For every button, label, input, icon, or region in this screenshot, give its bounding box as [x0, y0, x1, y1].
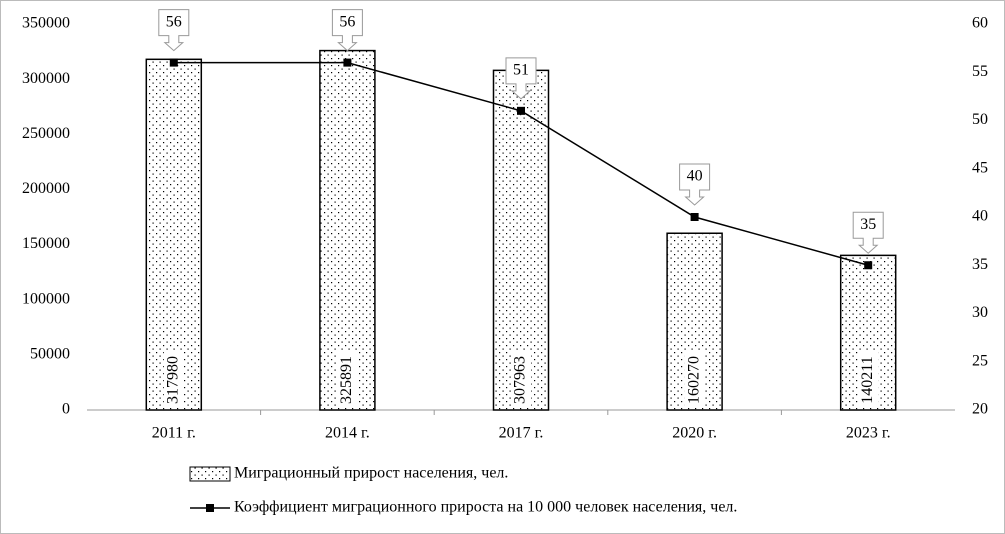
value-label-bg	[511, 352, 531, 408]
value-label: 140211	[859, 356, 876, 403]
value-label-bg	[858, 352, 879, 408]
value-label-bg	[163, 352, 184, 408]
x-tick-label: 2017 г.	[499, 425, 544, 442]
y-tick-label: 0	[62, 401, 70, 418]
marker	[690, 213, 699, 221]
y2-tick-label: 55	[972, 63, 988, 80]
callout	[158, 9, 190, 52]
marker	[343, 58, 352, 67]
y-tick-label: 150000	[22, 235, 70, 252]
legend-marker	[206, 504, 214, 512]
data-label: 51	[513, 62, 529, 79]
y2-tick-label: 60	[972, 15, 988, 32]
y2-tick-label: 45	[972, 159, 988, 176]
y2-tick-label: 30	[972, 304, 988, 321]
y-tick-label: 100000	[22, 290, 70, 307]
y2-tick-label: 25	[972, 352, 988, 369]
value-label: 160270	[685, 356, 702, 404]
legend-swatch	[189, 466, 231, 482]
y2-tick-label: 20	[972, 401, 988, 418]
y-tick-label: 300000	[22, 70, 70, 87]
x-tick-label: 2014 г.	[325, 425, 370, 442]
y-tick-label: 50000	[30, 346, 70, 363]
legend-label: Миграционный прирост населения, чел.	[234, 465, 508, 482]
x-tick-label: 2011 г.	[152, 425, 196, 442]
marker	[517, 106, 525, 115]
callout	[679, 163, 711, 206]
marker	[864, 261, 873, 270]
callout	[852, 211, 884, 254]
y-tick-label: 350000	[22, 15, 70, 32]
callout	[505, 57, 537, 100]
bar	[319, 49, 376, 411]
value-label: 307963	[512, 356, 529, 404]
x-tick-label: 2023 г.	[846, 425, 891, 442]
value-label: 317980	[164, 356, 181, 404]
marker	[169, 58, 178, 67]
y2-tick-label: 40	[972, 208, 988, 225]
value-label-bg	[337, 352, 358, 408]
legend-label: Коэффициент миграционного прироста на 10…	[234, 499, 737, 516]
data-label: 35	[860, 216, 876, 233]
data-label: 56	[339, 13, 355, 30]
y2-tick-label: 50	[972, 111, 988, 128]
y2-tick-label: 35	[972, 256, 988, 273]
callout	[331, 9, 363, 52]
data-label: 40	[687, 168, 703, 185]
y-tick-label: 250000	[22, 125, 70, 142]
x-tick-label: 2020 г.	[672, 425, 717, 442]
bar	[145, 58, 203, 411]
value-label: 325891	[338, 356, 355, 404]
data-label: 56	[166, 13, 182, 30]
y-tick-label: 200000	[22, 180, 70, 197]
value-label-bg	[684, 352, 705, 408]
